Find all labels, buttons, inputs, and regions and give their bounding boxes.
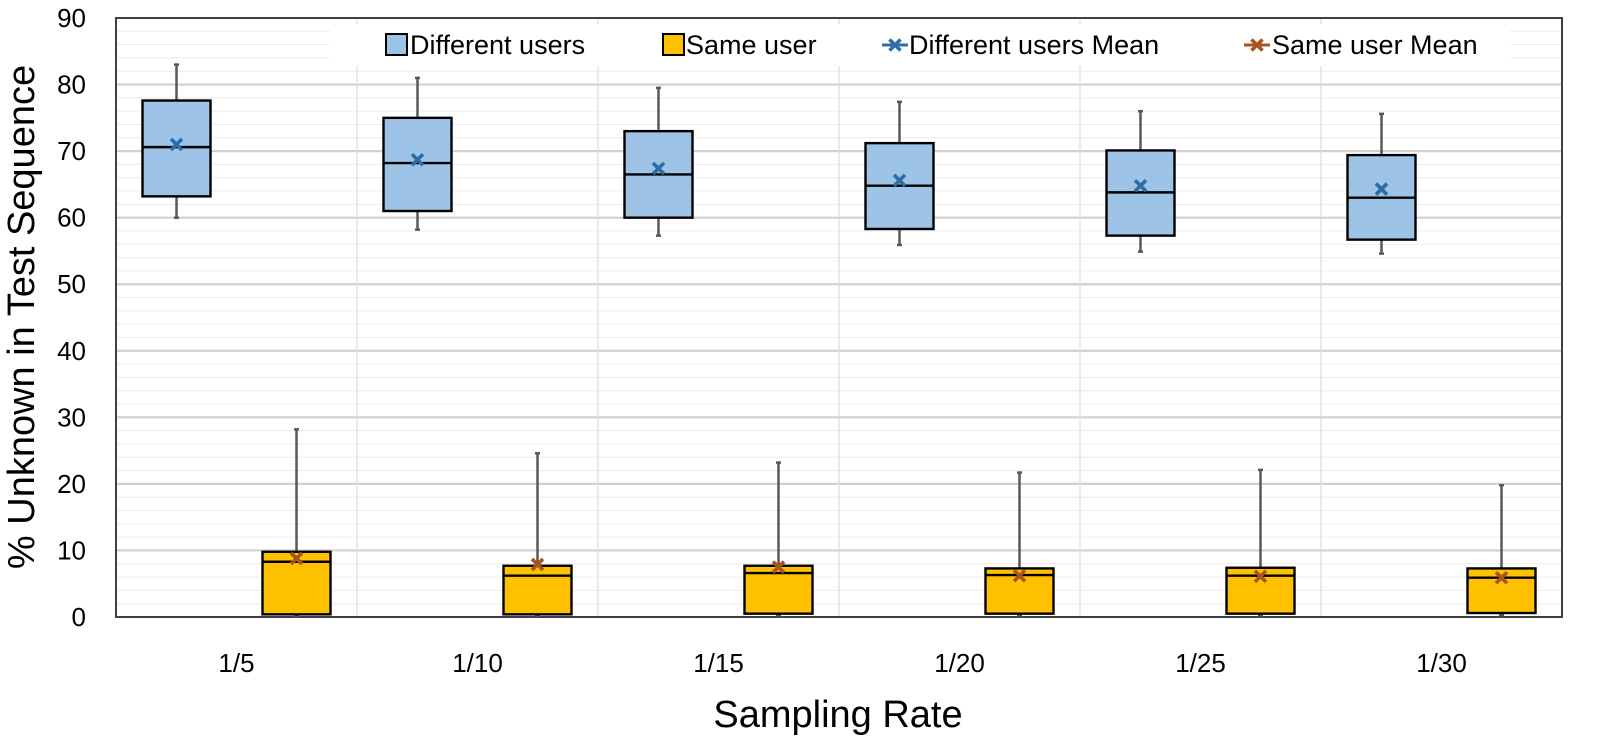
box [141,63,212,219]
legend-label: Different users Mean [909,30,1159,60]
box [382,76,453,231]
legend-same-user: Same user [662,30,817,60]
x-tick-label: 1/15 [693,648,744,678]
mean-marker [289,551,304,566]
y-tick-label: 40 [57,336,86,366]
plot-area [115,17,1563,618]
y-tick-label: 80 [57,70,86,100]
legend-swatch [662,33,685,56]
legend-label: Same user Mean [1272,30,1478,60]
box-body [382,116,453,213]
y-axis-title: % Unknown in Test Sequence [1,65,43,569]
mean-marker [1012,568,1027,583]
legend-different-users-mean: Different users Mean [882,30,1159,60]
y-tick-label: 10 [57,535,86,565]
legend-swatch [385,33,408,56]
y-tick-label: 90 [57,3,86,33]
box [984,471,1055,617]
mean-marker [651,161,666,176]
legend-label: Different users [410,30,585,60]
y-tick-label: 20 [57,469,86,499]
box [1466,483,1537,617]
y-axis-ticks: 0 10 20 30 40 50 60 70 80 90 [57,3,86,632]
box [743,461,814,617]
y-tick-label: 50 [57,269,86,299]
grid [116,18,1562,617]
y-tick-label: 30 [57,402,86,432]
box [864,100,935,247]
legend-marker [1250,38,1264,52]
legend-marker [888,38,902,52]
x-tick-label: 1/30 [1416,648,1467,678]
box-body [502,564,573,616]
x-tick-label: 1/10 [452,648,503,678]
box-body [1466,567,1537,615]
y-tick-label: 70 [57,136,86,166]
legend-same-user-mean: Same user Mean [1244,30,1478,60]
box [1105,109,1176,253]
box [1225,468,1296,617]
box [502,452,573,617]
legend-label: Same user [686,30,817,60]
x-tick-label: 1/25 [1175,648,1226,678]
mean-marker [1494,570,1509,585]
boxes [141,63,1537,617]
legend-background [330,24,1510,66]
legend: Different users Same user Different users … [330,24,1510,66]
y-tick-label: 60 [57,203,86,233]
mean-marker [530,557,545,572]
box-body [141,99,212,198]
x-axis-title: Sampling Rate [713,694,962,736]
box [623,86,694,237]
mean-marker [771,560,786,574]
box [1346,112,1417,255]
x-axis-ticks: 1/5 1/10 1/15 1/20 1/25 1/30 [218,648,1466,678]
mean-marker [1374,182,1389,196]
series-same-user [261,428,1537,617]
plot-border [115,17,1563,618]
mean-marker [169,137,184,152]
x-tick-label: 1/5 [218,648,254,678]
y-tick-label: 0 [72,602,86,632]
mean-marker [1253,569,1268,584]
mean-marker [1133,178,1148,193]
series-different-users [141,63,1417,255]
mean-marker [410,152,425,167]
box [261,428,332,617]
x-tick-label: 1/20 [934,648,985,678]
mean-marker [892,173,907,188]
legend-different-users: Different users [385,30,585,60]
